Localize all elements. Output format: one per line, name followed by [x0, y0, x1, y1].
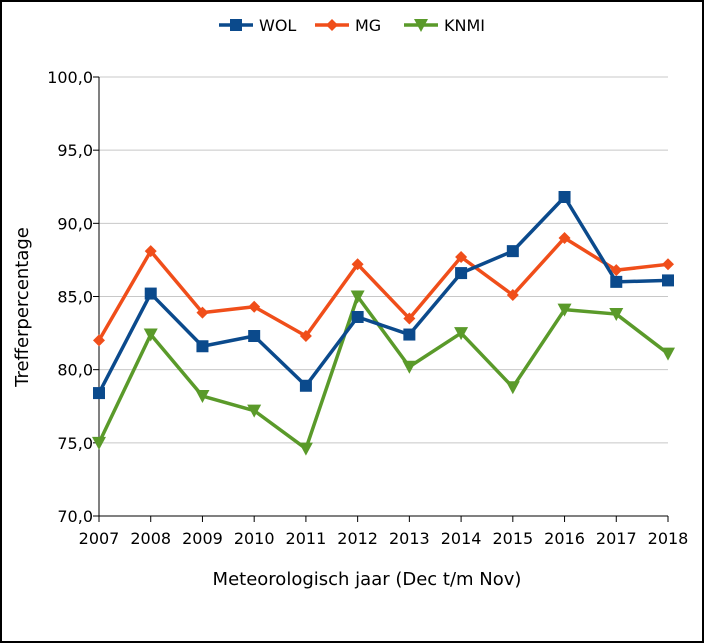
y-tick-label: 80,0	[57, 361, 93, 380]
data-point-square	[506, 245, 519, 258]
x-tick-label: 2011	[286, 529, 327, 548]
data-point-triangle	[454, 327, 469, 341]
data-point-diamond	[455, 250, 468, 263]
series-line	[97, 236, 669, 342]
axes	[93, 76, 669, 522]
data-point-square	[455, 267, 468, 280]
data-point-square	[662, 274, 674, 287]
series-knmi	[92, 290, 675, 456]
gridlines	[99, 76, 668, 444]
data-point-square	[196, 340, 209, 353]
data-point-triangle	[92, 436, 106, 450]
data-point-diamond	[144, 245, 157, 258]
data-point-square	[299, 379, 312, 392]
x-axis-title: Meteorologisch jaar (Dec t/m Nov)	[213, 569, 522, 590]
data-point-triangle	[609, 308, 624, 322]
y-tick-label: 100,0	[47, 68, 93, 87]
data-point-triangle	[247, 404, 262, 418]
legend-label: KNMI	[444, 16, 485, 35]
legend: WOL MG KNMI	[219, 16, 485, 35]
legend-label: MG	[355, 16, 381, 35]
x-tick-label: 2009	[182, 529, 223, 548]
data-point-diamond	[351, 258, 364, 271]
data-point-triangle	[557, 303, 572, 317]
data-point-diamond	[558, 231, 571, 244]
series-wol	[93, 190, 674, 400]
x-tick-label: 2018	[648, 529, 689, 548]
data-point-square	[144, 287, 157, 300]
x-tick-label: 2012	[337, 529, 378, 548]
data-point-triangle	[195, 390, 210, 404]
series-line	[97, 195, 669, 394]
data-point-square	[403, 328, 416, 341]
x-tick-label: 2007	[79, 529, 120, 548]
x-tick-label: 2013	[389, 529, 430, 548]
data-point-triangle	[350, 290, 365, 304]
x-tick-label: 2010	[234, 529, 275, 548]
data-point-triangle	[143, 328, 158, 342]
legend-item-wol: WOL	[219, 16, 296, 35]
legend-label: WOL	[259, 16, 296, 35]
series-group	[92, 190, 675, 456]
data-point-triangle	[402, 360, 417, 374]
series-line	[97, 294, 670, 451]
data-point-square	[93, 387, 105, 400]
data-point-diamond	[248, 300, 261, 313]
data-point-triangle	[414, 19, 428, 32]
x-tick-label: 2016	[544, 529, 585, 548]
y-tick-label: 95,0	[57, 141, 93, 160]
data-point-triangle	[661, 347, 675, 361]
data-point-square	[351, 310, 364, 323]
data-point-diamond	[326, 19, 338, 31]
x-tick-label: 2008	[130, 529, 171, 548]
y-tick-label: 75,0	[57, 434, 93, 453]
y-tick-label: 70,0	[57, 507, 93, 526]
y-tick-label: 90,0	[57, 214, 93, 233]
data-point-triangle	[298, 442, 313, 456]
y-tick-labels: 70,0 75,0 80,0 85,0 90,0 95,0 100,0	[47, 68, 93, 526]
x-tick-labels: 2007 2008 2009 2010 2011 2012 2013 2014 2015 2016…	[79, 529, 689, 548]
legend-item-knmi: KNMI	[404, 16, 485, 35]
data-point-diamond	[506, 289, 519, 302]
x-tick-label: 2015	[492, 529, 533, 548]
data-point-square	[610, 275, 623, 288]
legend-item-mg: MG	[315, 16, 381, 35]
y-axis-title: Trefferpercentage	[12, 227, 33, 388]
y-tick-label: 85,0	[57, 288, 93, 307]
data-point-square	[558, 190, 571, 203]
data-point-diamond	[299, 330, 312, 343]
data-point-diamond	[93, 334, 105, 347]
data-point-diamond	[196, 306, 209, 319]
data-point-square	[248, 330, 261, 343]
data-point-diamond	[403, 312, 416, 325]
data-point-diamond	[610, 264, 623, 277]
series-mg	[93, 231, 674, 347]
data-point-square	[230, 19, 242, 31]
data-point-triangle	[505, 381, 520, 395]
x-tick-label: 2017	[596, 529, 637, 548]
data-point-diamond	[662, 258, 674, 271]
x-tick-label: 2014	[441, 529, 482, 548]
